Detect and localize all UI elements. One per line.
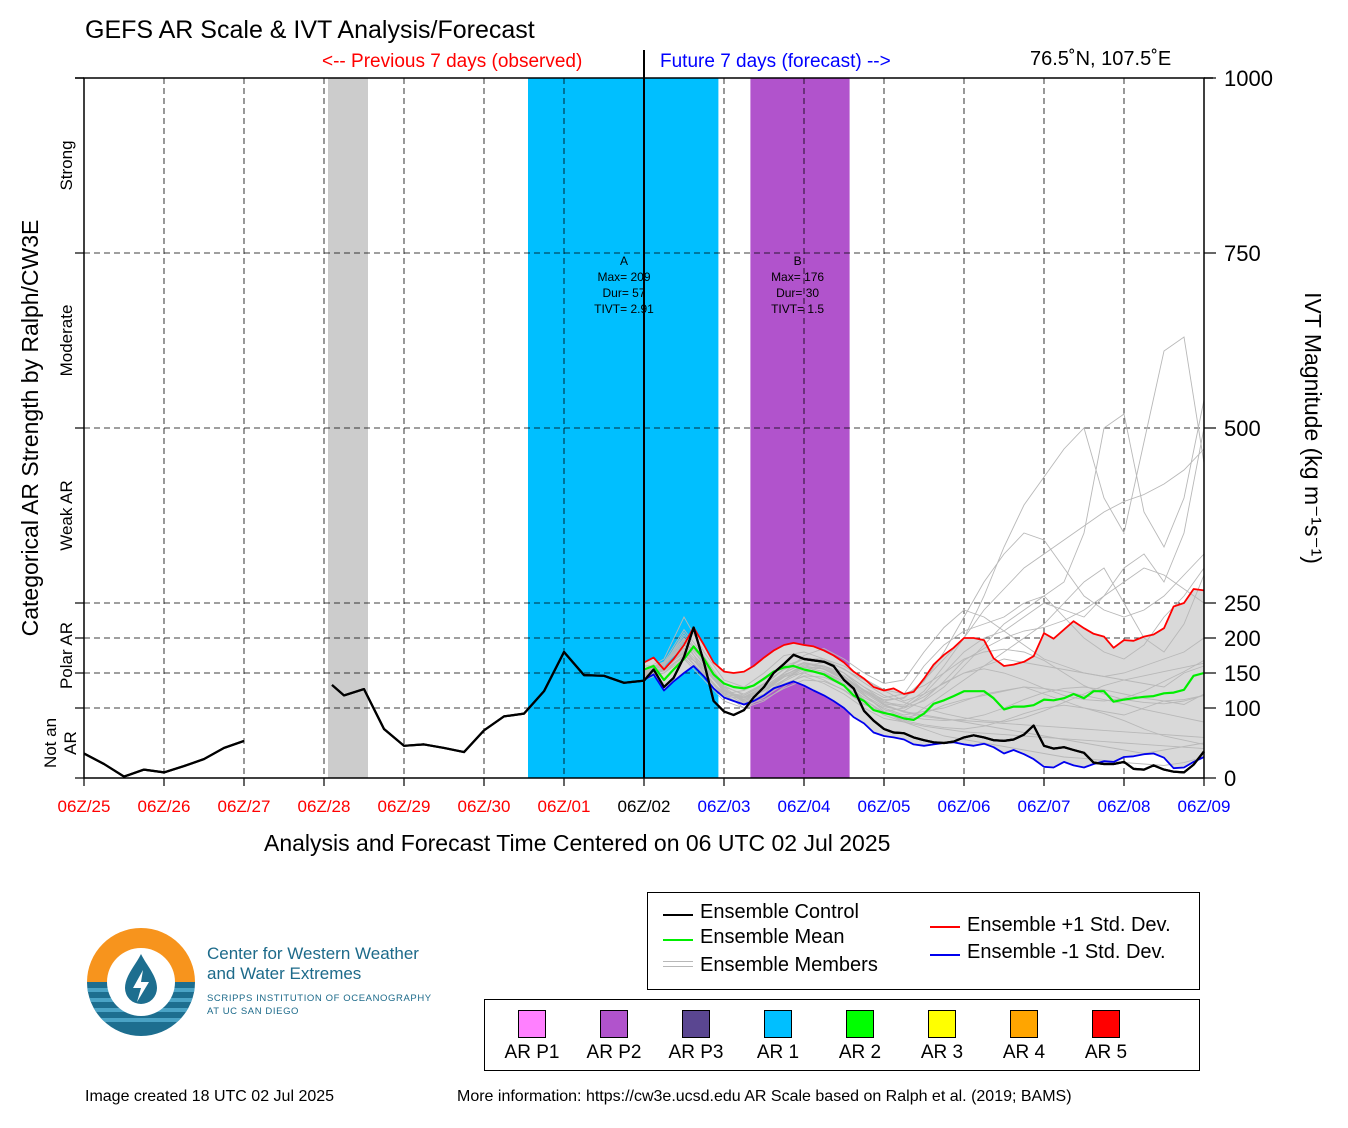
ensemble-member-line: [643, 638, 1205, 722]
category-label: AR: [61, 731, 80, 755]
ar-scale-label: AR P1: [504, 1042, 560, 1063]
ensemble-member-line: [643, 628, 1205, 705]
ensemble-member-line: [643, 616, 1205, 702]
event-annotation-0: Max= 209: [597, 270, 650, 284]
ar-scale-swatch: [764, 1010, 792, 1038]
ensemble-member-line: [643, 448, 1205, 706]
legend-item-control: Ensemble Control: [700, 901, 859, 923]
ar-scale-label: AR 5: [1084, 1042, 1128, 1063]
logo-subtitle: SCRIPPS INSTITUTION OF OCEANOGRAPHY AT U…: [207, 993, 432, 1017]
ar-scale-item: AR P2: [574, 1010, 654, 1064]
ar-scale-item: AR 1: [738, 1010, 818, 1064]
series-line-ensemble-control-top: [331, 650, 645, 754]
cw3e-emblem-icon: [87, 928, 195, 1036]
ar-scale-item: AR 4: [984, 1010, 1064, 1064]
event-annotation-1: Max= 176: [771, 270, 824, 284]
ar-scale-swatch: [518, 1010, 546, 1038]
legend-swatch-members: [663, 961, 693, 967]
x-tick-label: 06Z/25: [58, 797, 111, 816]
x-tick-label: 06Z/06: [938, 797, 991, 816]
ar-scale-label: AR P3: [668, 1042, 724, 1063]
event-annotation-1: TIVT= 1.5: [771, 302, 824, 316]
ar-scale-item: AR 5: [1066, 1010, 1146, 1064]
category-label: Weak AR: [57, 480, 76, 551]
legend: Ensemble Control Ensemble Mean Ensemble …: [647, 892, 1200, 990]
location-coordinates: 76.5˚N, 107.5˚E: [1030, 48, 1172, 70]
event-annotation-1: Dur= 30: [776, 286, 819, 300]
legend-item-plus-std: Ensemble +1 Std. Dev.: [967, 914, 1171, 936]
x-tick-label: 06Z/27: [218, 797, 271, 816]
ar-scale-label: AR 4: [1002, 1042, 1046, 1063]
ar-scale-item: AR P3: [656, 1010, 736, 1064]
left-axis-title: Categorical AR Strength by Ralph/CW3E: [17, 220, 43, 637]
more-info-note: More information: https://cw3e.ucsd.edu …: [457, 1088, 1072, 1105]
ar-scale-swatch: [928, 1010, 956, 1038]
ar-scale-label: AR 2: [838, 1042, 882, 1063]
series-line-ensemble-mean: [643, 645, 1205, 722]
x-tick-label: 06Z/08: [1098, 797, 1151, 816]
x-tick-label: 06Z/09: [1178, 797, 1231, 816]
category-label: Not an: [41, 718, 60, 768]
category-label: Polar AR: [57, 622, 76, 689]
x-tick-label: 06Z/29: [378, 797, 431, 816]
chart-title: GEFS AR Scale & IVT Analysis/Forecast: [85, 16, 535, 44]
ar-scale-swatch: [682, 1010, 710, 1038]
legend-swatch-plus-std: [930, 926, 960, 928]
x-tick-label: 06Z/26: [138, 797, 191, 816]
y-tick-label: 250: [1224, 591, 1261, 616]
ar-scale-swatch: [1092, 1010, 1120, 1038]
ar-scale-item: AR 3: [902, 1010, 982, 1064]
image-created-note: Image created 18 UTC 02 Jul 2025: [85, 1088, 335, 1105]
ar-scale-swatch: [1010, 1010, 1038, 1038]
ar-scale-legend: AR P1 AR P2 AR P3 AR 1 AR 2 AR 3 AR 4 AR 5: [484, 999, 1200, 1071]
x-tick-label: 06Z/30: [458, 797, 511, 816]
event-annotation-0: A: [620, 254, 628, 268]
ensemble-member-line: [643, 640, 1205, 745]
x-tick-label: 06Z/05: [858, 797, 911, 816]
y-tick-label: 750: [1224, 241, 1261, 266]
legend-swatch-mean: [663, 939, 693, 941]
x-tick-label: 06Z/28: [298, 797, 351, 816]
event-annotation-0: TIVT= 2.91: [594, 302, 654, 316]
series-line-ensemble-control-top: [83, 739, 245, 778]
future-days-label: Future 7 days (forecast) -->: [660, 51, 891, 72]
y-tick-label: 200: [1224, 626, 1261, 651]
ar-scale-label: AR 1: [756, 1042, 800, 1063]
legend-swatch-minus-std: [930, 954, 960, 956]
ar-scale-label: AR P2: [586, 1042, 642, 1063]
y-tick-label: 500: [1224, 416, 1261, 441]
series-line-ensemble-1-std-dev-: [643, 588, 1205, 695]
cw3e-logo: Center for Western Weather and Water Ext…: [85, 926, 465, 1046]
category-label: Strong: [57, 140, 76, 190]
right-axis-title: IVT Magnitude (kg m⁻¹s⁻¹): [1300, 292, 1326, 564]
ar-scale-label: AR 3: [920, 1042, 964, 1063]
y-tick-label: 100: [1224, 696, 1261, 721]
x-tick-label: 06Z/02: [618, 797, 671, 816]
x-tick-label: 06Z/07: [1018, 797, 1071, 816]
ensemble-member-line: [643, 532, 1205, 701]
x-tick-label: 06Z/04: [778, 797, 831, 816]
ar-scale-swatch: [600, 1010, 628, 1038]
x-tick-label: 06Z/03: [698, 797, 751, 816]
ar-scale-swatch: [846, 1010, 874, 1038]
x-axis-title: Analysis and Forecast Time Centered on 0…: [264, 830, 891, 856]
series-line-ensemble-control-top: [643, 626, 1205, 774]
previous-days-label: <-- Previous 7 days (observed): [322, 51, 583, 72]
event-annotation-1: B: [794, 254, 802, 268]
logo-name: Center for Western Weather and Water Ext…: [207, 944, 419, 983]
y-tick-label: 0: [1224, 766, 1236, 791]
y-tick-label: 1000: [1224, 66, 1273, 91]
legend-swatch-control: [663, 914, 693, 916]
x-tick-label: 06Z/01: [538, 797, 591, 816]
ar-scale-item: AR P1: [492, 1010, 572, 1064]
category-label: Moderate: [57, 305, 76, 377]
series-line-ensemble-1-std-dev-: [643, 665, 1205, 770]
legend-item-members: Ensemble Members: [700, 954, 878, 976]
y-tick-label: 150: [1224, 661, 1261, 686]
legend-item-mean: Ensemble Mean: [700, 926, 845, 948]
event-annotation-0: Dur= 57: [602, 286, 645, 300]
ar-scale-item: AR 2: [820, 1010, 900, 1064]
legend-item-minus-std: Ensemble -1 Std. Dev.: [967, 941, 1166, 963]
